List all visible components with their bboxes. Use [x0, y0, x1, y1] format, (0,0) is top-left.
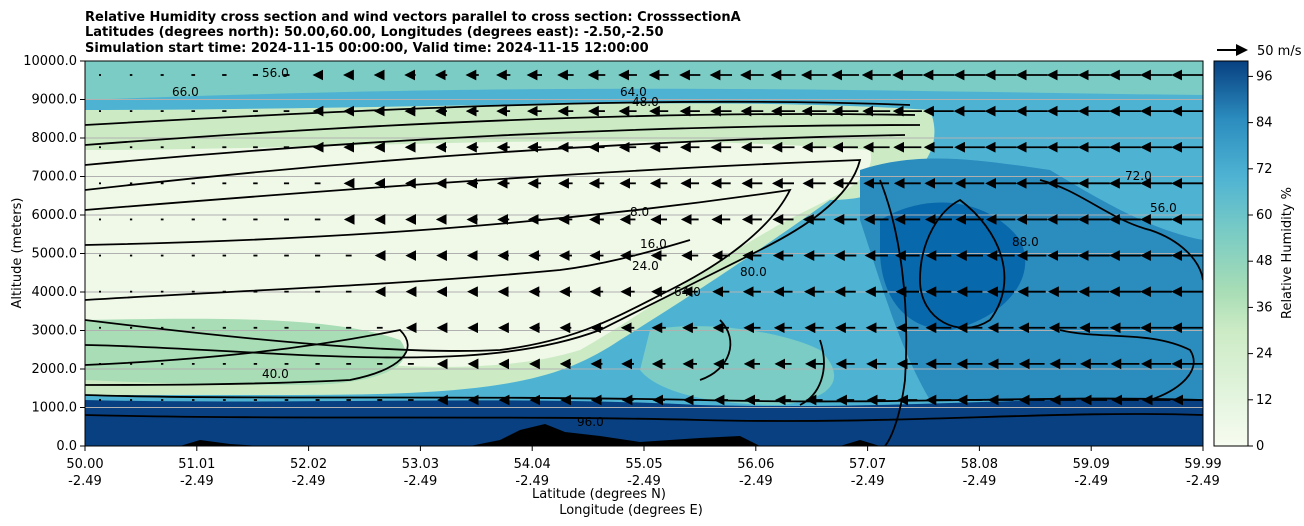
contour-line: [85, 413, 1203, 422]
colorbar: 0 12 24 36 48 60 72 84 96 Relative Humidity %: [1213, 60, 1295, 454]
colorbar-tick-label: 12: [1256, 393, 1273, 408]
colorbar-gradient: [1213, 60, 1249, 447]
colorbar-tick-label: 48: [1256, 254, 1273, 269]
x-tick-label-lat: 51.01: [178, 457, 215, 472]
x-tick-label-lon: -2.49: [515, 474, 549, 489]
chart-title-line-1: Relative Humidity cross section and wind…: [85, 10, 741, 25]
contour-label: 56.0: [1150, 201, 1177, 215]
contour-line: [1059, 329, 1195, 401]
contour-labels: 56.0 66.0 64.0 48.0 8.0 16.0 24.0 64.0 4…: [172, 66, 1177, 429]
colorbar-tick-label: 24: [1256, 347, 1273, 362]
y-tick-label: 8000.0: [32, 131, 78, 146]
colorbar-tick-label: 36: [1256, 300, 1273, 315]
contour-label: 64.0: [620, 85, 647, 99]
contour-line: [85, 329, 409, 386]
x-tick-label-lat: 56.06: [737, 457, 774, 472]
contour-label: 72.0: [1125, 169, 1152, 183]
colorbar-tick-label: 84: [1256, 116, 1273, 131]
y-tick-label: 3000.0: [32, 324, 78, 339]
colorbar-tick-label: 96: [1256, 69, 1273, 84]
contour-label: 88.0: [1012, 235, 1039, 249]
colorbar-tick-label: 60: [1256, 208, 1273, 223]
contour-line: [85, 188, 792, 352]
x-tick-label-lon: -2.49: [404, 474, 438, 489]
terrain: [180, 424, 880, 446]
contour-line: [85, 124, 921, 166]
contour-label: 16.0: [640, 237, 667, 251]
x-tick-label-lon: -2.49: [627, 474, 661, 489]
x-axis: 50.00 -2.49 51.01 -2.49 52.02 -2.49 53.03 -2.49…: [66, 446, 1222, 489]
contour-line: [879, 179, 908, 446]
quiver-key-label: 50 m/s: [1257, 44, 1302, 59]
colorbar-tick-label: 72: [1256, 162, 1273, 177]
x-tick-label-lat: 53.03: [402, 457, 439, 472]
x-tick-label-lon: -2.49: [1074, 474, 1108, 489]
x-tick-label-lat: 57.07: [849, 457, 886, 472]
y-tick-label: 4000.0: [32, 285, 78, 300]
field-very-dry-region: [85, 141, 872, 367]
contour-line: [85, 394, 1203, 403]
contour-label: 40.0: [262, 367, 289, 381]
wind-vectors: [99, 69, 1203, 406]
quiver-key: 50 m/s: [1217, 44, 1302, 59]
contour-label: 56.0: [262, 66, 289, 80]
chart-title-line-3: Simulation start time: 2024-11-15 00:00:…: [85, 41, 649, 56]
contour-line: [85, 113, 916, 146]
y-tick-label: 7000.0: [32, 170, 78, 185]
x-tick-label-lat: 59.09: [1073, 457, 1110, 472]
contour-label: 48.0: [632, 95, 659, 109]
contour-line: [919, 198, 1006, 329]
x-tick-label-lon: -2.49: [68, 474, 102, 489]
y-tick-label: 1000.0: [32, 401, 78, 416]
x-tick-label-lat: 50.00: [66, 457, 103, 472]
y-tick-label: 10000.0: [23, 54, 77, 69]
contour-label: 8.0: [630, 205, 649, 219]
x-tick-label-lon: -2.49: [739, 474, 773, 489]
x-axis-label-latitude: Latitude (degrees N): [532, 487, 666, 502]
y-tick-label: 5000.0: [32, 247, 78, 262]
contour-line: [85, 100, 911, 126]
y-tick-label: 9000.0: [32, 93, 78, 108]
x-tick-label-lon: -2.49: [851, 474, 885, 489]
x-tick-label-lat: 54.04: [514, 457, 551, 472]
colorbar-label: Relative Humidity %: [1280, 187, 1295, 319]
y-tick-label: 6000.0: [32, 208, 78, 223]
contour-label: 66.0: [172, 85, 199, 99]
field-saturated-right: [880, 202, 1026, 330]
y-tick-label: 0.0: [56, 439, 77, 454]
y-tick-label: 2000.0: [32, 362, 78, 377]
field-boundary-layer: [85, 398, 1203, 446]
x-tick-label-lon: -2.49: [963, 474, 997, 489]
colorbar-tick-label: 0: [1256, 439, 1264, 454]
contour-line: [1039, 179, 1203, 281]
x-tick-label-lat: 59.99: [1184, 457, 1221, 472]
x-tick-label-lat: 58.08: [961, 457, 998, 472]
contour-line: [699, 319, 732, 381]
contour-line: [85, 134, 906, 191]
contour-label: 80.0: [740, 265, 767, 279]
field-mid-right-patch: [640, 326, 835, 405]
contour-label: 96.0: [577, 415, 604, 429]
x-tick-label-lon: -2.49: [180, 474, 214, 489]
chart-title-line-2: Latitudes (degrees north): 50.00,60.00, …: [85, 25, 664, 40]
y-axis: 0.0 1000.0 2000.0 3000.0 4000.0 5000.0 6000.0 7…: [23, 54, 85, 454]
x-tick-label-lat: 52.02: [290, 457, 327, 472]
colorbar-ticks: 0 12 24 36 48 60 72 84 96: [1248, 69, 1273, 454]
contour-line: [799, 339, 825, 406]
x-tick-label-lat: 55.05: [625, 457, 662, 472]
gridlines: [85, 99, 1203, 408]
x-tick-label-lon: -2.49: [1186, 474, 1220, 489]
x-axis-label-longitude: Longitude (degrees E): [559, 503, 703, 518]
y-axis-label: Altitude (meters): [10, 198, 25, 309]
x-tick-label-lon: -2.49: [292, 474, 326, 489]
contour-label: 24.0: [632, 259, 659, 273]
